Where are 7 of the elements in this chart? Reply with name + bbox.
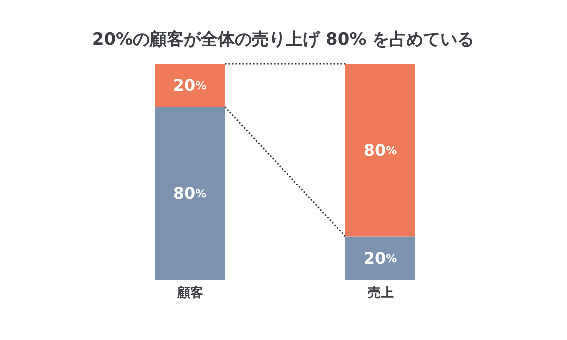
data-label: 80% bbox=[173, 184, 207, 204]
data-label: 80% bbox=[364, 140, 398, 160]
data-label: 20% bbox=[173, 76, 207, 96]
x-tick-label: 売上 bbox=[368, 286, 394, 302]
data-label: 20% bbox=[364, 248, 398, 268]
chart-title: 20%の顧客が全体の売り上げ 80% を占めている bbox=[91, 29, 476, 51]
x-tick-label: 顧客 bbox=[176, 285, 204, 302]
